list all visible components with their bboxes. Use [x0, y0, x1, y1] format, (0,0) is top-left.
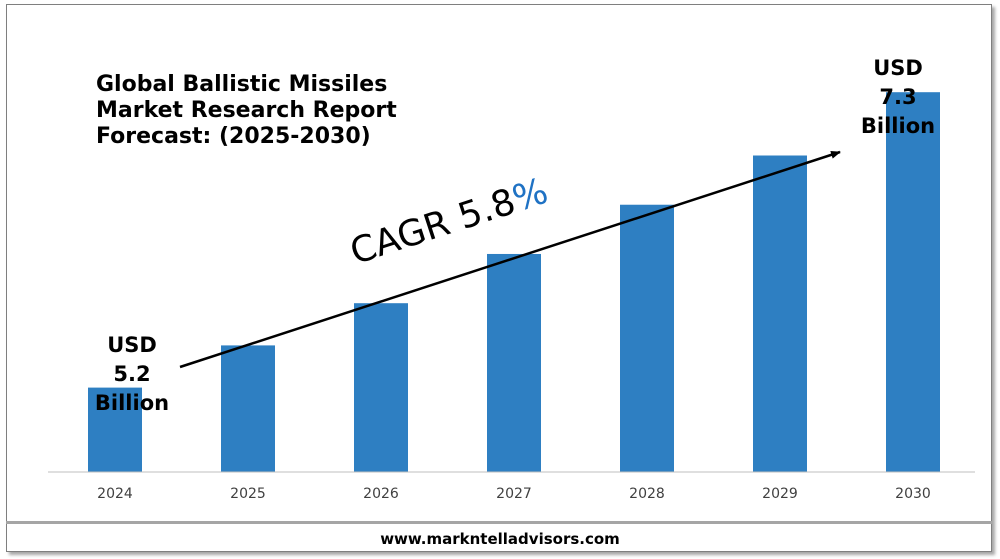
bar-group [88, 92, 940, 472]
start-value-line-1: USD [107, 333, 157, 357]
bar-2024 [88, 387, 142, 472]
end-value-line-1: USD [873, 56, 923, 80]
footer-divider [6, 521, 992, 524]
end-value-line-3: Billion [860, 114, 936, 138]
bar-2027 [487, 253, 541, 472]
title-line-3: Forecast: (2025-2030) [96, 124, 371, 149]
bar-2030 [886, 92, 940, 472]
x-tick-labels: 2024 2025 2026 2027 2028 2029 2030 [97, 486, 931, 502]
x-tick-label-2025: 2025 [230, 486, 266, 502]
end-value-callout: USD 7.3 Billion [852, 54, 944, 141]
bar-2026 [354, 303, 408, 472]
start-value-callout: USD 5.2 Billion [86, 331, 178, 418]
title-line-1: Global Ballistic Missiles [96, 72, 388, 97]
start-value-line-3: Billion [94, 391, 170, 415]
x-tick-label-2028: 2028 [629, 486, 665, 502]
x-tick-label-2027: 2027 [496, 486, 532, 502]
x-tick-label-2029: 2029 [762, 486, 798, 502]
start-value-line-2: 5.2 [113, 362, 151, 386]
bar-2025 [221, 345, 275, 472]
chart-title: Global Ballistic Missiles Market Researc… [96, 72, 397, 150]
bar-2029 [753, 155, 807, 472]
bar-2028 [620, 204, 674, 472]
website-footer: www.markntelladvisors.com [380, 530, 620, 548]
title-line-2: Market Research Report [96, 98, 397, 123]
cagr-trend-arrow [179, 150, 841, 369]
x-tick-label-2026: 2026 [363, 486, 399, 502]
end-value-line-2: 7.3 [879, 85, 917, 109]
x-tick-label-2030: 2030 [895, 486, 931, 502]
x-tick-label-2024: 2024 [97, 486, 133, 502]
